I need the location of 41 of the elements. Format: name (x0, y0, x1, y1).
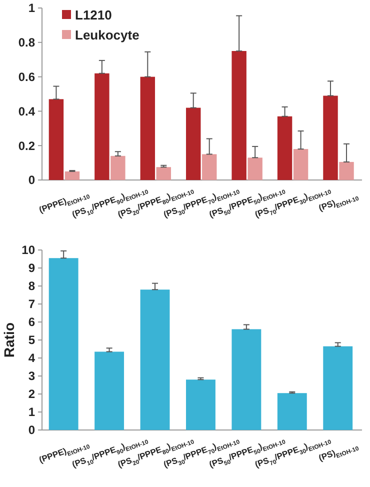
y-tick-label: 7 (28, 297, 36, 312)
y-tick-label: 4 (28, 351, 36, 366)
bar (140, 76, 156, 180)
bar (186, 380, 216, 430)
bar (48, 258, 78, 430)
bar (94, 352, 124, 430)
y-tick-label: 1 (28, 1, 36, 16)
bar (248, 158, 262, 180)
y-tick-label: 8 (28, 279, 36, 294)
bar (94, 73, 110, 180)
bar (232, 51, 246, 180)
bar (323, 346, 353, 430)
bar (232, 329, 262, 430)
y-tick-label: 2 (28, 387, 36, 402)
y-tick-label: 0.6 (18, 70, 36, 84)
y-tick-label: 0.8 (18, 36, 36, 50)
bar (277, 393, 307, 430)
bar (202, 154, 217, 180)
bar (323, 96, 338, 180)
y-tick-label: 9 (28, 261, 36, 276)
bar (48, 99, 64, 180)
legend-label: Leukocyte (75, 28, 140, 43)
y-tick-label: 0.4 (18, 104, 36, 118)
bar (140, 290, 170, 430)
y-tick-label: 6 (28, 315, 36, 330)
bar (110, 156, 126, 180)
y-tick-label: 0.2 (18, 138, 36, 153)
legend-label: L1210 (75, 8, 112, 23)
y-tick-label: 5 (28, 333, 36, 348)
y-tick-label: 3 (28, 369, 36, 384)
bar (186, 108, 201, 180)
y-axis-title: Ratio (1, 322, 17, 358)
bar (156, 167, 172, 180)
bar (277, 116, 292, 180)
y-tick-label: 0 (28, 423, 36, 438)
y-tick-label: 1 (28, 405, 36, 420)
y-tick-label: 0 (28, 173, 36, 188)
bar (64, 171, 80, 180)
bar (293, 149, 308, 180)
y-tick-label: 10 (22, 243, 36, 258)
bar (339, 162, 354, 180)
